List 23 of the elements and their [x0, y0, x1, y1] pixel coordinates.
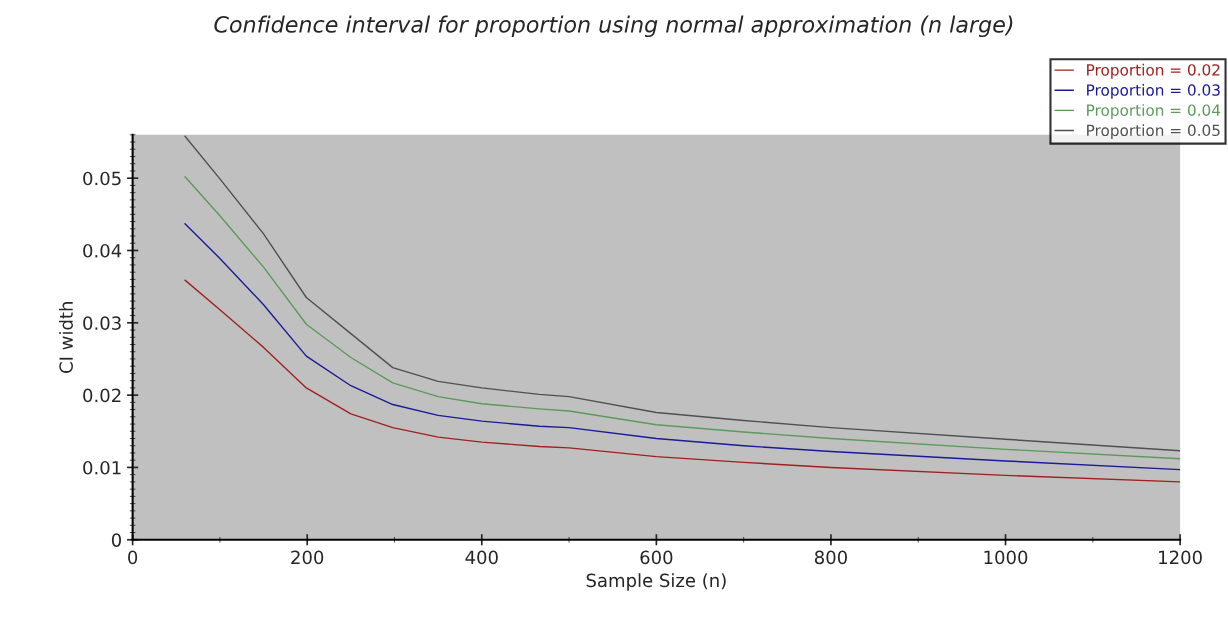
legend-label: Proportion = 0.04: [1087, 104, 1221, 119]
legend-label: Proportion = 0.05: [1087, 124, 1220, 140]
x-tick-label: 1000: [984, 550, 1028, 565]
x-tick-label: 200: [291, 550, 324, 565]
x-tick-label: 600: [640, 550, 673, 565]
x-axis-title: Sample Size (n): [586, 573, 726, 591]
y-tick-label: 0.02: [83, 388, 121, 403]
line-series: [184, 223, 1181, 471]
x-tick-label: 1200: [1159, 550, 1202, 565]
y-tick-label: 0: [111, 533, 122, 547]
x-tick-label: 0: [128, 550, 138, 565]
y-tick-label: 0.05: [83, 171, 121, 186]
line-series: [184, 279, 1181, 483]
x-tick-label: 800: [814, 550, 847, 565]
legend-label: Proportion = 0.02: [1087, 63, 1220, 79]
y-tick-label: 0.03: [83, 316, 121, 330]
x-tick-label: 400: [465, 550, 498, 565]
y-tick-label: 0.04: [83, 243, 122, 258]
legend-label: Proportion = 0.03: [1087, 84, 1220, 99]
y-tick-label: 0.01: [83, 460, 121, 475]
chart-title: Confidence interval for proportion using normal approximation (n large): [214, 15, 1013, 38]
line-series: [184, 176, 1181, 460]
y-axis-title: CI width: [58, 302, 73, 373]
